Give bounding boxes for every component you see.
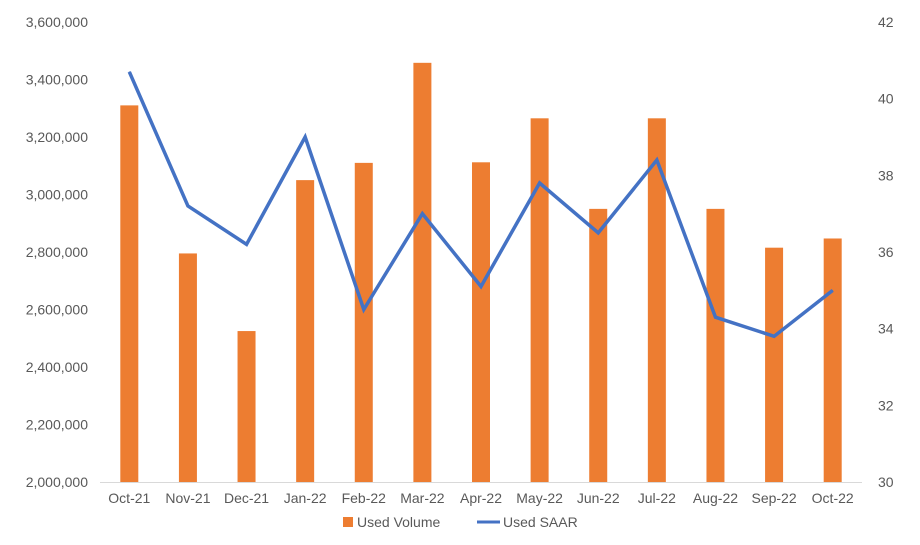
- point-used-saar: [480, 286, 482, 287]
- right-y-tick-label: 34: [878, 321, 894, 337]
- left-y-tick-label: 2,000,000: [26, 474, 88, 490]
- bar-used-volume: [413, 62, 432, 482]
- point-used-saar: [304, 136, 306, 138]
- right-y-axis: 30 32 34 36 38 40 42: [878, 14, 894, 490]
- right-y-tick-label: 42: [878, 14, 894, 30]
- point-used-saar: [187, 205, 189, 207]
- point-used-saar: [539, 182, 541, 184]
- bar-used-volume: [647, 118, 666, 482]
- x-tick-label: Jan-22: [284, 490, 327, 506]
- left-y-tick-label: 3,000,000: [26, 187, 88, 203]
- used-saar-line-group: [127, 71, 834, 339]
- bar-used-volume: [120, 105, 139, 482]
- x-tick-label: Jun-22: [577, 490, 620, 506]
- bar-used-volume: [530, 118, 549, 482]
- x-tick-label: May-22: [516, 490, 563, 506]
- x-tick-label: Apr-22: [460, 490, 502, 506]
- point-used-saar: [363, 309, 365, 310]
- legend-label-used-volume: Used Volume: [357, 514, 440, 530]
- left-y-tick-label: 2,200,000: [26, 417, 88, 433]
- bar-used-volume: [823, 238, 842, 482]
- left-y-axis: 2,000,000 2,200,000 2,400,000 2,600,000 2,80…: [26, 14, 88, 490]
- x-tick-label: Nov-21: [165, 490, 210, 506]
- x-axis: Oct-21 Nov-21 Dec-21 Jan-22 Feb-22 Mar-22 Apr-…: [100, 482, 862, 506]
- x-tick-label: Oct-22: [812, 490, 854, 506]
- point-used-saar: [773, 335, 775, 337]
- legend-swatch-used-volume: [343, 517, 353, 527]
- x-tick-label: Dec-21: [224, 490, 269, 506]
- left-y-tick-label: 3,400,000: [26, 72, 88, 88]
- legend: Used Volume Used SAAR: [343, 514, 578, 530]
- right-y-tick-label: 36: [878, 244, 894, 260]
- point-used-saar: [597, 232, 599, 234]
- point-used-saar: [832, 289, 834, 291]
- bar-used-volume: [178, 253, 197, 482]
- point-used-saar: [246, 243, 248, 245]
- left-y-tick-label: 3,600,000: [26, 14, 88, 30]
- point-used-saar: [128, 71, 130, 73]
- point-used-saar: [714, 316, 716, 318]
- left-y-tick-label: 2,400,000: [26, 359, 88, 375]
- legend-label-used-saar: Used SAAR: [503, 514, 578, 530]
- right-y-tick-label: 38: [878, 167, 894, 183]
- point-used-saar: [421, 213, 423, 215]
- bar-used-volume: [765, 247, 784, 482]
- bar-used-volume: [354, 162, 373, 482]
- bar-used-volume: [296, 180, 315, 482]
- used-volume-bars: [120, 62, 842, 483]
- x-tick-label: Mar-22: [400, 490, 445, 506]
- right-y-tick-label: 32: [878, 397, 894, 413]
- left-y-tick-label: 2,800,000: [26, 244, 88, 260]
- left-y-tick-label: 3,200,000: [26, 129, 88, 145]
- right-y-tick-label: 30: [878, 474, 894, 490]
- x-tick-label: Aug-22: [693, 490, 738, 506]
- right-y-tick-label: 40: [878, 91, 894, 107]
- bar-used-volume: [589, 208, 608, 482]
- point-used-saar: [656, 159, 658, 161]
- bar-used-volume: [237, 331, 256, 482]
- left-y-tick-label: 2,600,000: [26, 302, 88, 318]
- bar-used-volume: [706, 208, 725, 482]
- x-tick-label: Oct-21: [108, 490, 150, 506]
- x-tick-label: Feb-22: [342, 490, 387, 506]
- bar-used-volume: [472, 162, 490, 483]
- x-tick-label: Jul-22: [638, 490, 676, 506]
- x-tick-label: Sep-22: [751, 490, 796, 506]
